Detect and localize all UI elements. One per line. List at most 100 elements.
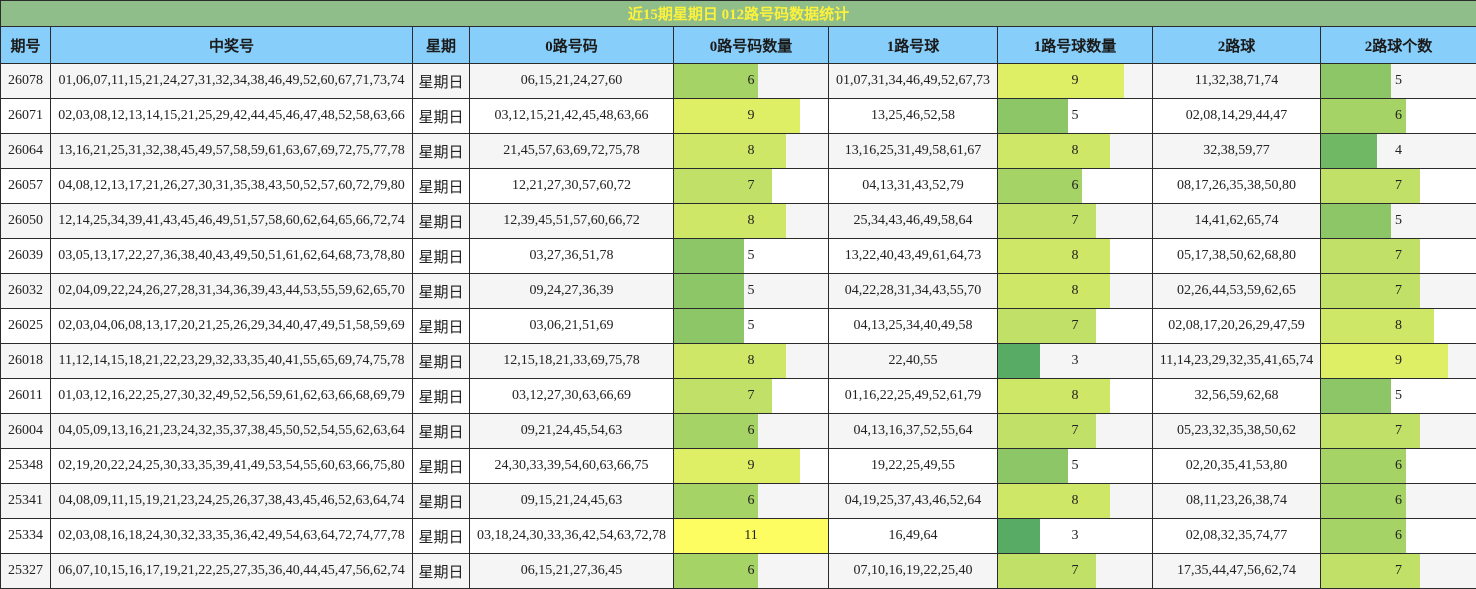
count-value: 8 bbox=[1071, 248, 1079, 263]
count-value: 6 bbox=[1395, 528, 1403, 543]
count-bar-fill bbox=[1321, 344, 1448, 378]
route1-numbers-cell: 22,40,55 bbox=[828, 343, 998, 379]
count-bar-fill bbox=[1321, 379, 1392, 413]
winning-numbers-cell: 02,03,04,06,08,13,17,20,21,25,26,29,34,4… bbox=[50, 308, 413, 344]
table-row: 26018 11,12,14,15,18,21,22,23,29,32,33,35… bbox=[0, 343, 1476, 379]
route1-count-cell: 9 bbox=[997, 63, 1153, 99]
route2-count-cell: 9 bbox=[1319, 343, 1476, 379]
count-value: 11 bbox=[744, 528, 758, 543]
count-value: 8 bbox=[1071, 283, 1079, 298]
count-value: 9 bbox=[747, 108, 755, 123]
route0-count-cell: 8 bbox=[673, 343, 829, 379]
count-value: 6 bbox=[1395, 108, 1403, 123]
winning-numbers-cell: 04,05,09,13,16,21,23,24,32,35,37,38,45,5… bbox=[50, 413, 413, 449]
count-bar-fill bbox=[998, 519, 1040, 553]
count-bar-fill bbox=[674, 519, 828, 553]
count-bar-fill bbox=[1321, 414, 1420, 448]
route1-count-cell: 7 bbox=[997, 413, 1153, 449]
issue-cell: 26057 bbox=[0, 168, 51, 204]
count-value: 7 bbox=[1395, 563, 1403, 578]
route2-count-cell: 7 bbox=[1319, 553, 1476, 589]
route1-numbers-cell: 13,16,25,31,49,58,61,67 bbox=[828, 133, 998, 169]
winning-numbers-cell: 03,05,13,17,22,27,36,38,40,43,49,50,51,6… bbox=[50, 238, 413, 274]
winning-numbers-cell: 13,16,21,25,31,32,38,45,49,57,58,59,61,6… bbox=[50, 133, 413, 169]
table-row: 25327 06,07,10,15,16,17,19,21,22,25,27,35… bbox=[0, 553, 1476, 589]
route0-numbers-cell: 12,15,18,21,33,69,75,78 bbox=[469, 343, 674, 379]
header-winning-numbers: 中奖号 bbox=[50, 26, 413, 64]
route0-numbers-cell: 12,21,27,30,57,60,72 bbox=[469, 168, 674, 204]
route1-count-cell: 5 bbox=[997, 98, 1153, 134]
count-bar-fill bbox=[1321, 204, 1392, 238]
count-bar-fill bbox=[674, 379, 772, 413]
count-value: 7 bbox=[1395, 248, 1403, 263]
issue-cell: 25327 bbox=[0, 553, 51, 589]
route1-numbers-cell: 25,34,43,46,49,58,64 bbox=[828, 203, 998, 239]
table-row: 25341 04,08,09,11,15,19,21,23,24,25,26,37… bbox=[0, 483, 1476, 519]
route0-count-cell: 9 bbox=[673, 98, 829, 134]
route0-count-cell: 5 bbox=[673, 238, 829, 274]
weekday-cell: 星期日 bbox=[412, 273, 470, 309]
route2-numbers-cell: 14,41,62,65,74 bbox=[1152, 203, 1321, 239]
issue-cell: 26050 bbox=[0, 203, 51, 239]
count-value: 7 bbox=[747, 178, 755, 193]
count-value: 4 bbox=[1395, 143, 1403, 158]
route1-numbers-cell: 16,49,64 bbox=[828, 518, 998, 554]
route1-numbers-cell: 13,25,46,52,58 bbox=[828, 98, 998, 134]
count-bar-fill bbox=[998, 449, 1068, 483]
winning-numbers-cell: 01,03,12,16,22,25,27,30,32,49,52,56,59,6… bbox=[50, 378, 413, 414]
count-bar-fill bbox=[674, 484, 758, 518]
issue-cell: 25334 bbox=[0, 518, 51, 554]
issue-cell: 26039 bbox=[0, 238, 51, 274]
route1-numbers-cell: 04,19,25,37,43,46,52,64 bbox=[828, 483, 998, 519]
header-route0-count: 0路号码数量 bbox=[673, 26, 829, 64]
route2-numbers-cell: 08,11,23,26,38,74 bbox=[1152, 483, 1321, 519]
route0-numbers-cell: 09,15,21,24,45,63 bbox=[469, 483, 674, 519]
count-bar-fill bbox=[998, 169, 1082, 203]
count-bar-fill bbox=[674, 169, 772, 203]
winning-numbers-cell: 11,12,14,15,18,21,22,23,29,32,33,35,40,4… bbox=[50, 343, 413, 379]
count-bar-fill bbox=[1321, 239, 1420, 273]
table-row: 25334 02,03,08,16,18,24,30,32,33,35,36,42… bbox=[0, 518, 1476, 554]
route1-numbers-cell: 04,22,28,31,34,43,55,70 bbox=[828, 273, 998, 309]
count-value: 5 bbox=[1395, 213, 1403, 228]
count-bar-fill bbox=[674, 134, 786, 168]
count-value: 8 bbox=[747, 353, 755, 368]
route2-count-cell: 7 bbox=[1319, 273, 1476, 309]
count-bar-fill bbox=[998, 239, 1110, 273]
count-bar-fill bbox=[1321, 99, 1406, 133]
route2-numbers-cell: 02,08,17,20,26,29,47,59 bbox=[1152, 308, 1321, 344]
route2-numbers-cell: 05,17,38,50,62,68,80 bbox=[1152, 238, 1321, 274]
count-bar-fill bbox=[998, 99, 1068, 133]
count-bar-fill bbox=[674, 64, 758, 98]
count-bar-fill bbox=[1321, 484, 1406, 518]
count-value: 8 bbox=[1071, 388, 1079, 403]
count-bar-fill bbox=[674, 554, 758, 588]
route1-numbers-cell: 19,22,25,49,55 bbox=[828, 448, 998, 484]
count-value: 8 bbox=[1395, 318, 1403, 333]
weekday-cell: 星期日 bbox=[412, 553, 470, 589]
route2-count-cell: 7 bbox=[1319, 413, 1476, 449]
route0-numbers-cell: 06,15,21,24,27,60 bbox=[469, 63, 674, 99]
count-value: 7 bbox=[1071, 423, 1079, 438]
route1-count-cell: 8 bbox=[997, 133, 1153, 169]
route2-numbers-cell: 02,08,32,35,74,77 bbox=[1152, 518, 1321, 554]
header-route1-numbers: 1路号球 bbox=[828, 26, 998, 64]
count-bar-fill bbox=[1321, 169, 1420, 203]
table-title: 近15期星期日 012路号码数据统计 bbox=[0, 0, 1476, 27]
issue-cell: 26011 bbox=[0, 378, 51, 414]
issue-cell: 26018 bbox=[0, 343, 51, 379]
weekday-cell: 星期日 bbox=[412, 378, 470, 414]
route2-numbers-cell: 02,08,14,29,44,47 bbox=[1152, 98, 1321, 134]
count-value: 6 bbox=[747, 493, 755, 508]
weekday-cell: 星期日 bbox=[412, 203, 470, 239]
route2-numbers-cell: 02,26,44,53,59,62,65 bbox=[1152, 273, 1321, 309]
count-value: 7 bbox=[1071, 213, 1079, 228]
count-value: 3 bbox=[1071, 353, 1079, 368]
route0-count-cell: 5 bbox=[673, 273, 829, 309]
route2-numbers-cell: 32,38,59,77 bbox=[1152, 133, 1321, 169]
issue-cell: 26064 bbox=[0, 133, 51, 169]
count-value: 5 bbox=[747, 283, 755, 298]
winning-numbers-cell: 12,14,25,34,39,41,43,45,46,49,51,57,58,6… bbox=[50, 203, 413, 239]
count-bar-fill bbox=[674, 274, 744, 308]
route1-count-cell: 7 bbox=[997, 553, 1153, 589]
